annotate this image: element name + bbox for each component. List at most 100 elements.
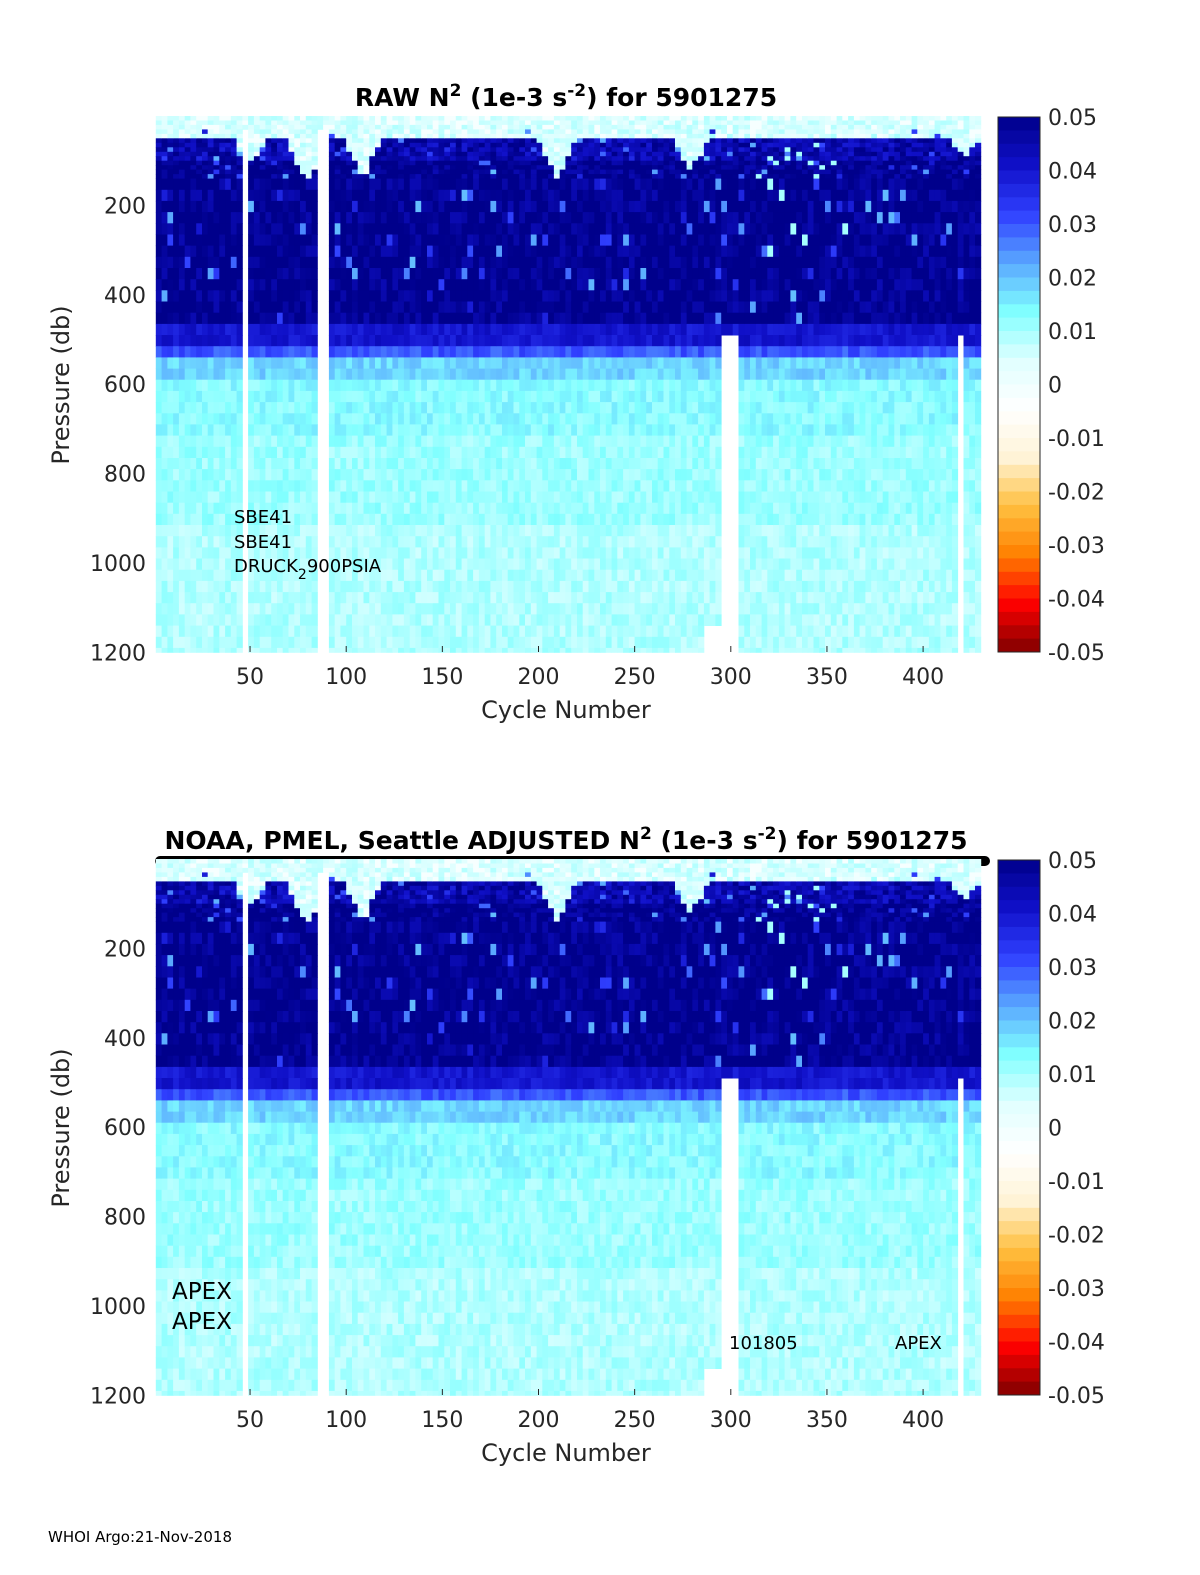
heatmap-cell — [202, 491, 209, 504]
heatmap-cell — [617, 116, 624, 121]
heatmap-cell — [617, 469, 624, 481]
heatmap-cell — [346, 446, 353, 459]
heatmap-cell — [490, 223, 497, 235]
heatmap-cell — [496, 469, 503, 481]
heatmap-cell — [444, 502, 451, 515]
heatmap-cell — [444, 446, 451, 459]
heatmap-cell — [559, 413, 566, 425]
heatmap-cell — [259, 268, 266, 280]
heatmap-cell — [646, 116, 653, 121]
heatmap-cell — [484, 323, 491, 336]
heatmap-cell — [467, 558, 474, 571]
heatmap-cell — [282, 200, 289, 213]
heatmap-cell — [288, 147, 295, 153]
heatmap-cell — [253, 435, 261, 448]
heatmap-cell — [605, 245, 612, 258]
heatmap-cell — [553, 124, 561, 130]
heatmap-cell — [467, 133, 474, 139]
heatmap-cell — [600, 558, 607, 571]
heatmap-cell — [652, 513, 659, 526]
heatmap-cell — [409, 301, 416, 314]
heatmap-cell — [542, 558, 549, 571]
heatmap-cell — [190, 502, 197, 515]
heatmap-cell — [432, 234, 439, 247]
heatmap-cell — [640, 647, 647, 653]
heatmap-cell — [403, 335, 411, 347]
heatmap-cell — [467, 120, 474, 126]
heatmap-cell — [478, 279, 486, 291]
heatmap-cell — [634, 156, 641, 162]
heatmap-cell — [628, 234, 636, 247]
heatmap-cell — [582, 491, 589, 504]
heatmap-cell — [202, 390, 209, 403]
heatmap-cell — [444, 603, 451, 615]
heatmap-cell — [652, 200, 659, 213]
heatmap-cell — [634, 133, 641, 139]
heatmap-cell — [450, 402, 457, 414]
heatmap-cell — [196, 603, 203, 615]
heatmap-cell — [409, 390, 416, 403]
heatmap-cell — [403, 446, 411, 459]
heatmap-cell — [225, 636, 232, 649]
heatmap-cell — [288, 413, 295, 425]
heatmap-cell — [213, 138, 220, 144]
heatmap-cell — [409, 268, 416, 280]
heatmap-cell — [582, 138, 589, 144]
heatmap-cell — [588, 558, 595, 571]
heatmap-cell — [363, 569, 370, 582]
heatmap-cell — [507, 547, 514, 559]
heatmap-cell — [300, 223, 307, 235]
heatmap-cell — [248, 290, 255, 302]
heatmap-cell — [248, 580, 255, 593]
heatmap-cell — [288, 558, 295, 571]
heatmap-cell — [213, 558, 220, 571]
heatmap-cell — [380, 491, 387, 504]
heatmap-cell — [646, 647, 653, 653]
heatmap-cell — [623, 547, 630, 559]
heatmap-cell — [611, 142, 618, 148]
heatmap-cell — [478, 200, 486, 213]
heatmap-cell — [230, 234, 237, 247]
heatmap-cell — [184, 151, 191, 157]
heatmap-cell — [490, 256, 497, 269]
heatmap-cell — [357, 120, 364, 126]
heatmap-cell — [236, 346, 243, 358]
heatmap-cell — [380, 165, 387, 171]
heatmap-cell — [652, 120, 659, 126]
heatmap-cell — [155, 133, 162, 139]
heatmap-cell — [484, 368, 491, 381]
heatmap-cell — [213, 174, 220, 179]
heatmap-cell — [513, 625, 520, 638]
heatmap-cell — [617, 156, 624, 162]
heatmap-cell — [553, 625, 561, 638]
heatmap-cell — [461, 368, 468, 381]
heatmap-cell — [605, 502, 612, 515]
heatmap-cell — [571, 547, 578, 559]
heatmap-cell — [352, 200, 359, 213]
heatmap-cell — [588, 312, 595, 325]
heatmap-cell — [311, 323, 318, 336]
heatmap-cell — [478, 346, 486, 358]
heatmap-cell — [559, 160, 566, 166]
heatmap-cell — [588, 178, 595, 191]
heatmap-cell — [450, 647, 457, 653]
heatmap-cell — [652, 312, 659, 325]
heatmap-cell — [369, 558, 376, 571]
heatmap-cell — [461, 133, 468, 139]
heatmap-cell — [455, 129, 462, 135]
heatmap-cell — [646, 458, 653, 470]
heatmap-cell — [305, 536, 312, 548]
heatmap-cell — [461, 174, 468, 179]
heatmap-cell — [409, 558, 416, 571]
heatmap-cell — [346, 142, 353, 148]
heatmap-cell — [628, 458, 636, 470]
heatmap-cell — [271, 525, 278, 537]
heatmap-cell — [450, 245, 457, 258]
heatmap-cell — [178, 174, 186, 179]
heatmap-cell — [525, 200, 532, 213]
heatmap-cell — [594, 169, 601, 175]
heatmap-cell — [277, 323, 284, 336]
heatmap-cell — [178, 142, 186, 148]
heatmap-cell — [288, 379, 295, 392]
heatmap-cell — [398, 212, 405, 224]
